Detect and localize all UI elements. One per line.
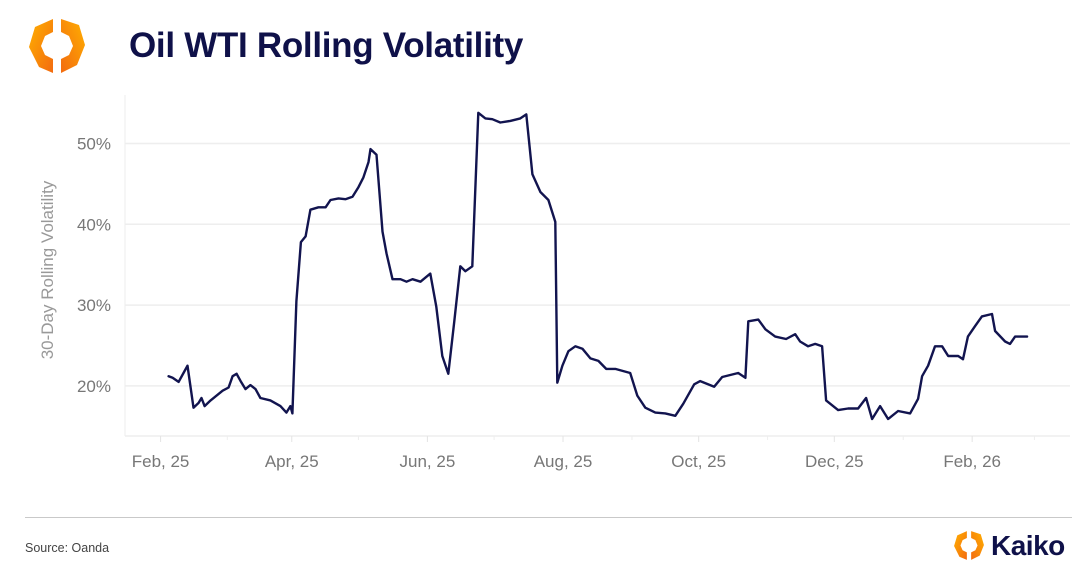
chart-header: Oil WTI Rolling Volatility [27,17,523,75]
x-tick-label: Oct, 25 [671,452,726,471]
x-tick-label: Jun, 25 [400,452,456,471]
axes: 20% 30% 40% 50% Feb, 25 Apr, 25 Jun, 25 Aug, 25… [77,134,1035,471]
footer-divider [25,517,1072,518]
brand-logo: Kaiko [953,529,1065,562]
series [167,111,1029,421]
y-tick-label: 30% [77,296,111,315]
gridlines [124,95,1070,437]
x-tick-label: Feb, 26 [943,452,1001,471]
brand-name: Kaiko [991,529,1065,561]
y-tick-label: 40% [77,215,111,234]
source-note: Source: Oanda [25,541,110,555]
x-tick-label: Apr, 25 [265,452,319,471]
x-tick-label: Aug, 25 [534,452,593,471]
y-axis-label: 30-Day Rolling Volatility [38,180,57,359]
y-tick-label: 50% [77,134,111,153]
chart-title: Oil WTI Rolling Volatility [129,26,524,65]
series-line [167,111,1029,421]
kaiko-hexagon-logo-icon [954,531,984,560]
line-chart: 20% 30% 40% 50% Feb, 25 Apr, 25 Jun, 25 Aug, 25… [38,95,1070,471]
y-tick-label: 20% [77,377,111,396]
x-tick-label: Dec, 25 [805,452,864,471]
x-tick-label: Feb, 25 [132,452,190,471]
kaiko-hexagon-logo-icon [29,19,85,73]
